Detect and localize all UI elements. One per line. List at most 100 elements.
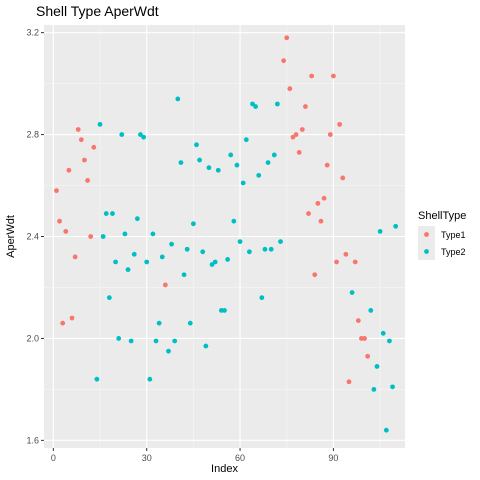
chart-title: Shell Type AperWdt	[36, 3, 159, 19]
point-type1	[334, 259, 339, 265]
point-type2	[234, 162, 240, 168]
point-type2	[181, 272, 187, 278]
point-type2	[390, 384, 395, 390]
point-type2	[243, 137, 249, 143]
point-type2	[225, 257, 231, 262]
point-type2	[178, 160, 184, 166]
point-type1	[327, 132, 333, 137]
legend-marker-type2	[424, 249, 429, 254]
point-type2	[119, 132, 125, 137]
point-type1	[340, 175, 346, 181]
point-type1	[352, 259, 358, 265]
point-type2	[113, 259, 118, 265]
point-type2	[228, 152, 234, 158]
point-type1	[85, 178, 90, 183]
point-type2	[271, 152, 277, 158]
point-type2	[387, 338, 392, 344]
point-type1	[57, 218, 62, 224]
point-type2	[206, 165, 212, 171]
point-type2	[240, 180, 246, 186]
point-type2	[110, 211, 115, 216]
point-type2	[169, 241, 174, 247]
point-type2	[380, 330, 386, 336]
point-type2	[144, 259, 150, 265]
y-axis-title: AperWdt	[5, 215, 17, 258]
point-type1	[355, 318, 361, 323]
point-type2	[231, 218, 237, 224]
point-type2	[222, 307, 227, 313]
point-type2	[377, 229, 383, 234]
point-type2	[147, 376, 153, 382]
point-type2	[166, 348, 171, 354]
point-type2	[187, 320, 193, 326]
point-type2	[212, 259, 218, 265]
point-type2	[259, 295, 265, 301]
point-type1	[362, 336, 367, 341]
point-type1	[91, 144, 97, 150]
point-type2	[268, 246, 274, 252]
point-type2	[275, 101, 280, 107]
point-type1	[162, 282, 168, 288]
point-type1	[78, 137, 84, 143]
point-type2	[278, 239, 283, 244]
point-type2	[246, 249, 252, 255]
y-tick-label: 3.2	[26, 28, 39, 38]
point-type2	[122, 231, 128, 237]
legend: ShellType Type1 Type2	[418, 210, 466, 260]
legend-marker-type1	[424, 232, 429, 237]
y-tick-label: 2.0	[26, 333, 39, 343]
point-type2	[97, 121, 103, 127]
point-type1	[287, 86, 293, 92]
point-type1	[337, 121, 343, 127]
point-type2	[128, 338, 134, 344]
point-type1	[82, 157, 87, 163]
point-type1	[312, 272, 318, 278]
point-type2	[215, 167, 221, 173]
point-type2	[374, 364, 380, 369]
point-type1	[331, 73, 336, 79]
point-type1	[75, 127, 81, 132]
point-type2	[194, 142, 199, 148]
point-type1	[318, 218, 324, 224]
legend-title: ShellType	[418, 210, 466, 222]
y-tick-label: 2.4	[26, 232, 39, 242]
major-gridlines	[44, 25, 405, 448]
point-type1	[284, 35, 290, 41]
point-type2	[159, 254, 165, 260]
point-type2	[368, 307, 374, 313]
point-type1	[66, 167, 72, 173]
point-type1	[303, 104, 308, 109]
point-type2	[237, 239, 243, 244]
y-tick-label: 2.8	[26, 130, 39, 140]
point-type1	[309, 73, 315, 79]
point-type2	[116, 336, 122, 341]
point-type2	[190, 221, 196, 227]
point-type2	[371, 386, 377, 392]
point-type2	[262, 246, 268, 252]
x-tick-label: 60	[235, 453, 245, 463]
legend-label-type1: Type1	[441, 230, 466, 240]
point-type2	[265, 160, 271, 166]
point-type2	[200, 249, 206, 255]
point-type2	[184, 246, 190, 252]
point-type2	[134, 216, 140, 222]
point-type2	[175, 96, 181, 102]
point-type2	[197, 157, 203, 163]
point-type1	[324, 162, 330, 168]
point-type1	[315, 200, 321, 206]
point-type2	[393, 223, 399, 229]
point-type1	[346, 379, 352, 385]
point-type2	[94, 376, 100, 382]
point-type2	[172, 338, 178, 344]
data-points	[54, 35, 399, 433]
point-type1	[54, 188, 59, 194]
point-type2	[100, 234, 106, 239]
point-type2	[156, 320, 162, 326]
point-type2	[383, 427, 389, 433]
point-type2	[256, 172, 262, 178]
point-type1	[343, 251, 349, 257]
y-tick-label: 1.6	[26, 435, 39, 445]
point-type2	[349, 290, 355, 295]
x-tick-label: 90	[328, 453, 338, 463]
